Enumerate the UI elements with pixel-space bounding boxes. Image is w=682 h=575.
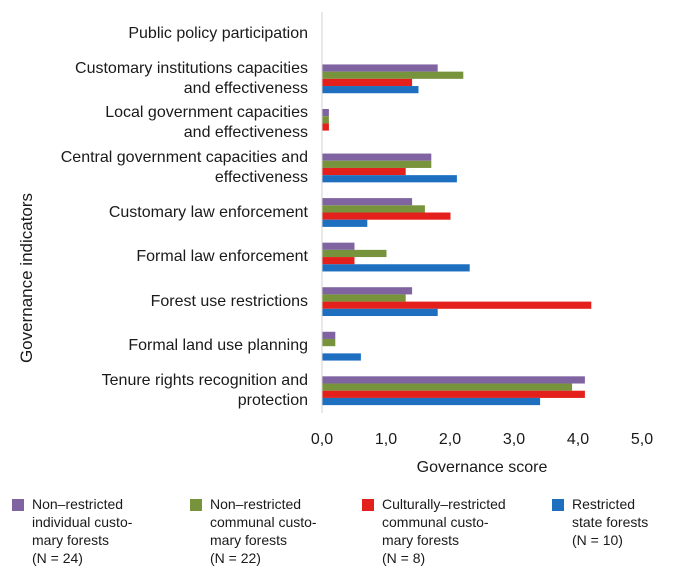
bar xyxy=(322,86,419,94)
legend-swatch xyxy=(190,499,202,511)
bar xyxy=(322,116,329,124)
bar xyxy=(322,338,336,347)
bar xyxy=(322,287,413,295)
bar xyxy=(322,264,470,272)
category-label: Formal law enforcement xyxy=(136,248,308,266)
category-label: Forest use restrictions xyxy=(150,292,308,310)
bar xyxy=(322,160,432,168)
category-label: Local government capacities and effectiv… xyxy=(105,104,308,142)
x-axis-title: Governance score xyxy=(417,459,548,476)
bar xyxy=(322,383,573,391)
legend-label: Non–restricted communal custo- mary fore… xyxy=(210,496,317,566)
bar xyxy=(322,353,361,361)
bar xyxy=(322,257,355,265)
y-axis-title: Governance indicators xyxy=(17,193,36,363)
bar xyxy=(322,376,585,384)
category-label: Customary law enforcement xyxy=(108,203,308,221)
x-tick-label: 3,0 xyxy=(503,431,525,448)
bar xyxy=(322,78,413,87)
bar xyxy=(322,205,425,213)
bar xyxy=(322,64,438,72)
bar xyxy=(322,123,329,131)
legend-swatch xyxy=(552,499,564,511)
legend-label: Non–restricted individual custo- mary fo… xyxy=(32,496,133,566)
bar xyxy=(322,308,438,317)
x-tick-label: 5,0 xyxy=(631,431,653,448)
legend-label: Restricted state forests (N = 10) xyxy=(572,496,649,548)
bar xyxy=(322,294,406,302)
bar xyxy=(322,153,432,161)
bar xyxy=(322,108,329,117)
bar xyxy=(322,71,464,79)
bar xyxy=(322,331,336,339)
legend-swatch xyxy=(362,499,374,511)
x-tick-label: 2,0 xyxy=(439,431,461,448)
x-tick-labels: 0,0 1,0 2,0 3,0 4,0 5,0 xyxy=(311,431,653,448)
bar xyxy=(322,212,451,220)
bar xyxy=(322,390,585,398)
bar xyxy=(322,397,541,406)
bar xyxy=(322,175,457,183)
category-label: Formal land use planning xyxy=(128,337,308,355)
category-label: Customary institutions capacities and ef… xyxy=(75,59,308,97)
x-tick-label: 0,0 xyxy=(311,431,333,448)
category-label: Public policy participation xyxy=(128,25,308,43)
governance-bar-chart: 0,0 1,0 2,0 3,0 4,0 5,0 Governance score Gove… xyxy=(17,12,653,476)
x-tick-label: 1,0 xyxy=(375,431,397,448)
bar xyxy=(322,198,413,206)
bars-group xyxy=(322,64,592,406)
bar xyxy=(322,167,406,176)
x-tick-label: 4,0 xyxy=(567,431,589,448)
bar xyxy=(322,242,355,250)
bar xyxy=(322,301,592,309)
legend-swatch xyxy=(12,499,24,511)
category-label: Tenure rights recognition and protection xyxy=(101,371,308,409)
bar xyxy=(322,219,368,227)
category-label: Central government capacities and effect… xyxy=(60,148,308,186)
bar xyxy=(322,249,387,258)
legend-label: Culturally–restricted communal custo- ma… xyxy=(382,496,506,566)
legend: Non–restricted individual custo- mary fo… xyxy=(0,495,682,575)
